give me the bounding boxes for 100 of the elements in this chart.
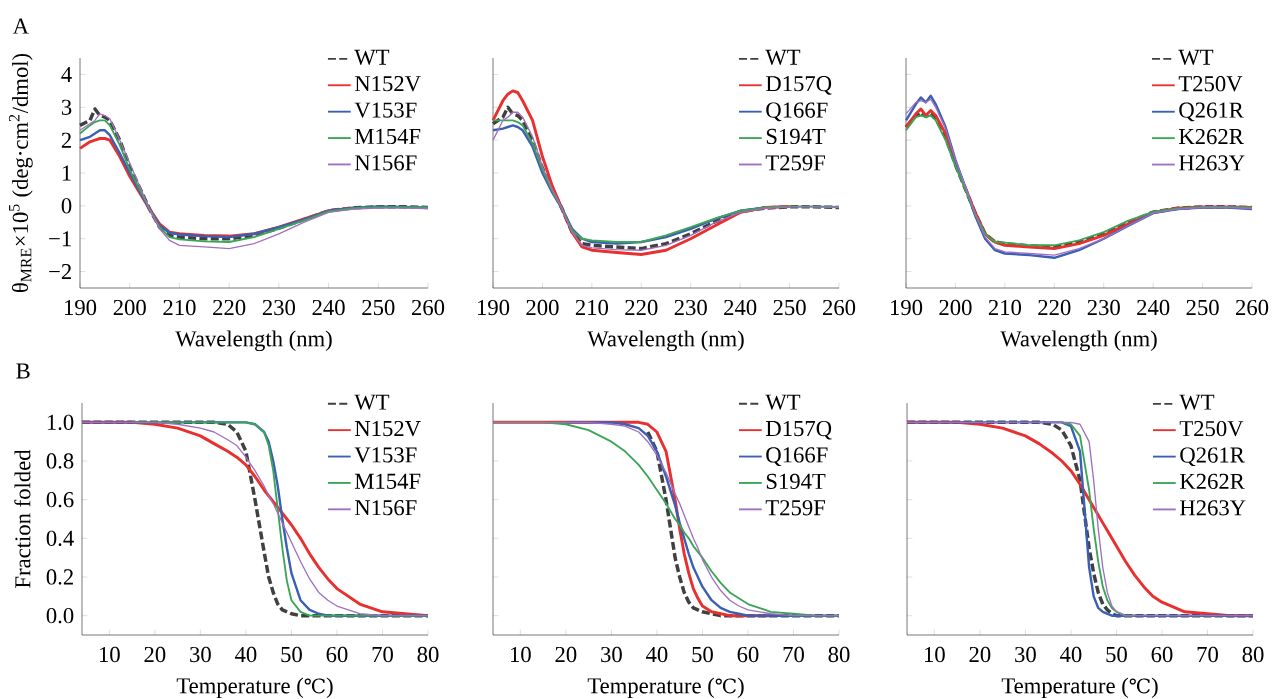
- legend-label: N152V: [354, 420, 421, 437]
- x-tick-label: 20: [969, 646, 991, 663]
- y-tick-label: 3: [61, 99, 72, 115]
- legend-label: K262R: [1178, 128, 1244, 145]
- legend-label: S194T: [766, 473, 826, 489]
- x-tick-label: 50: [692, 646, 713, 663]
- x-tick-label: 80: [828, 646, 850, 663]
- x-tick-label: 200: [113, 299, 146, 316]
- legend-label: T259F: [765, 500, 825, 516]
- x-tick-label: 220: [1038, 299, 1071, 316]
- x-tick-label: 260: [823, 299, 856, 316]
- x-tick-label: 20: [144, 646, 166, 663]
- y-tick-label: 0.4: [46, 530, 74, 547]
- legend-label: T259F: [765, 155, 825, 171]
- legend-label: WT: [1178, 49, 1214, 65]
- x-tick-label: 40: [235, 646, 257, 663]
- x-tick-label: 60: [326, 646, 348, 663]
- y-tick-label: 0.8: [46, 453, 74, 469]
- legend-label: N156F: [354, 500, 417, 516]
- legend-label: M154F: [354, 473, 421, 489]
- legend-label: S194T: [766, 128, 826, 145]
- x-axis-title: Temperature (℃): [1001, 677, 1158, 699]
- x-tick-label: 50: [1106, 646, 1127, 663]
- x-tick-label: 50: [281, 646, 302, 663]
- legend-label: T250V: [1179, 420, 1244, 437]
- legend-label: WT: [765, 49, 801, 65]
- legend-label: T250V: [1178, 76, 1243, 92]
- x-tick-label: 250: [1186, 299, 1219, 316]
- x-tick-label: 40: [646, 646, 668, 663]
- y-tick-label: −2: [49, 264, 71, 280]
- x-tick-label: 220: [213, 299, 246, 316]
- legend-label: D157Q: [765, 420, 832, 440]
- y-tick-label: 0: [61, 198, 72, 214]
- legend-label: M154F: [354, 128, 421, 145]
- legend-label: Q261R: [1180, 447, 1245, 467]
- x-axis-title: Wavelength (nm): [587, 330, 744, 352]
- legend-label: K262R: [1179, 473, 1245, 490]
- y-tick-label: −1: [49, 231, 71, 247]
- text: A: [12, 18, 29, 34]
- x-tick-label: 30: [1015, 646, 1036, 663]
- x-tick-label: 80: [417, 646, 439, 663]
- x-tick-label: 230: [1087, 299, 1120, 316]
- x-tick-label: 10: [510, 646, 531, 663]
- x-tick-label: 250: [773, 299, 806, 316]
- x-tick-label: 230: [262, 299, 295, 316]
- x-tick-label: 30: [601, 646, 622, 663]
- x-axis-title: Temperature (℃): [176, 677, 333, 699]
- x-tick-label: 240: [312, 299, 345, 316]
- x-tick-label: 210: [575, 299, 609, 316]
- legend-label: N152V: [354, 76, 421, 92]
- legend-label: Q166F: [766, 447, 828, 467]
- y-axis-title: Fraction folded: [14, 449, 31, 588]
- x-tick-label: 70: [372, 646, 393, 663]
- x-tick-label: 260: [1236, 299, 1269, 316]
- x-tick-label: 210: [163, 299, 196, 316]
- legend-label: WT: [1179, 394, 1215, 410]
- legend-label: WT: [354, 394, 390, 410]
- legend-label: WT: [354, 49, 390, 65]
- y-tick-label: 1: [62, 165, 71, 181]
- x-axis-title: Wavelength (nm): [1000, 330, 1157, 352]
- x-axis-title: Wavelength (nm): [175, 330, 332, 352]
- legend-label: N156F: [354, 155, 417, 171]
- x-tick-label: 10: [924, 646, 945, 663]
- x-axis-title: Temperature (℃): [587, 677, 744, 699]
- y-tick-label: 0.0: [46, 607, 74, 624]
- x-tick-label: 260: [412, 299, 445, 316]
- x-tick-label: 190: [891, 299, 923, 316]
- x-tick-label: 190: [477, 299, 510, 316]
- legend-label: V153F: [354, 102, 417, 118]
- x-tick-label: 60: [1151, 646, 1173, 663]
- x-tick-label: 220: [625, 299, 658, 316]
- x-tick-label: 190: [64, 299, 97, 316]
- legend-label: V153F: [354, 447, 417, 463]
- legend-label: H263Y: [1178, 155, 1245, 171]
- y-axis-title: θ$_{MRE}$×10$^{5}$ (deg·cm$^{2}$/dmol): [8, 53, 33, 293]
- legend-label: Q261R: [1179, 102, 1244, 122]
- y-tick-label: 0.2: [46, 569, 73, 585]
- legend-label: Q166F: [766, 102, 828, 122]
- legend-label: WT: [765, 394, 801, 410]
- x-tick-label: 60: [737, 646, 759, 663]
- x-tick-label: 30: [190, 646, 211, 663]
- x-tick-label: 80: [1242, 646, 1264, 663]
- legend-label: D157Q: [765, 76, 832, 95]
- x-tick-label: 70: [1197, 646, 1218, 663]
- y-tick-label: 1.0: [47, 414, 74, 431]
- x-tick-label: 40: [1060, 646, 1082, 663]
- x-tick-label: 210: [988, 299, 1022, 316]
- x-tick-label: 230: [674, 299, 707, 316]
- x-tick-label: 200: [526, 299, 559, 316]
- x-tick-label: 240: [1137, 299, 1170, 316]
- x-tick-label: 70: [783, 646, 804, 663]
- y-tick-label: 4: [61, 66, 72, 82]
- legend-label: H263Y: [1179, 500, 1246, 516]
- x-tick-label: 200: [939, 299, 972, 316]
- x-tick-label: 250: [362, 299, 395, 316]
- text: B: [16, 363, 30, 379]
- x-tick-label: 20: [555, 646, 577, 663]
- x-tick-label: 10: [99, 646, 120, 663]
- x-tick-label: 240: [724, 299, 757, 316]
- y-tick-label: 0.6: [46, 491, 74, 508]
